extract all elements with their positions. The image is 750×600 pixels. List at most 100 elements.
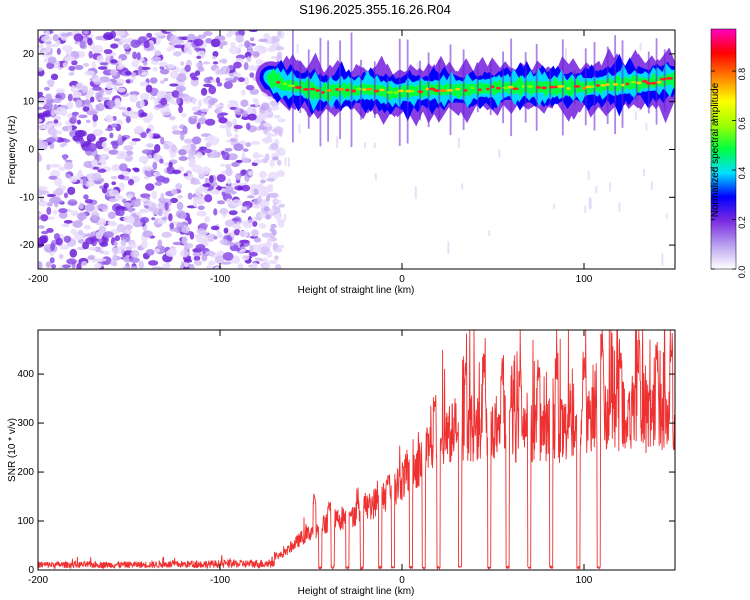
noise-blob (205, 250, 216, 257)
ridge-hotspot (345, 88, 350, 92)
noise-blob (166, 166, 172, 172)
noise-blob (118, 58, 123, 66)
noise-blob (240, 99, 249, 108)
noise-blob (239, 230, 249, 238)
noise-streak (373, 142, 376, 149)
ridge-hotspot (470, 86, 475, 90)
noise-streak (564, 47, 567, 61)
noise-blob (208, 175, 214, 184)
noise-blob (262, 122, 272, 127)
noise-streak (589, 198, 592, 209)
noise-blob (227, 100, 238, 104)
noise-blob (63, 138, 71, 143)
noise-blob (115, 30, 126, 37)
ridge-hotspot (536, 85, 541, 89)
noise-blob (55, 88, 65, 94)
noise-blob (85, 119, 91, 124)
noise-blob (56, 47, 61, 55)
colorbar-tick-label: 0.6 (737, 117, 747, 130)
noise-blob (41, 35, 52, 42)
noise-blob (198, 230, 208, 236)
ridge-hotspot (541, 86, 548, 90)
noise-blob (273, 126, 284, 135)
noise-streak (488, 230, 491, 236)
y-tick-label: 20 (23, 49, 35, 60)
noise-blob (58, 211, 68, 219)
noise-streak (298, 124, 301, 134)
noise-blob (92, 166, 100, 170)
noise-blob (239, 239, 250, 244)
noise-streak (595, 186, 598, 194)
noise-blob (47, 56, 57, 64)
x-tick-label: -200 (28, 575, 48, 586)
noise-blob (187, 192, 193, 200)
noise-blob (87, 37, 93, 46)
noise-blob (181, 145, 192, 151)
noise-blob (191, 106, 201, 112)
noise-blob (206, 264, 212, 269)
snr-axes: -200 -100 0 100 0 100 200 300 400 (17, 330, 675, 586)
noise-blob (231, 255, 241, 264)
ridge-hotspot (645, 81, 653, 85)
ridge-hotspot (621, 83, 625, 87)
noise-blob (140, 216, 150, 224)
ridge-hotspot (351, 89, 357, 93)
noise-blob (46, 44, 51, 53)
x-tick-label: -100 (210, 274, 230, 285)
noise-blob (148, 260, 159, 266)
noise-blob (91, 172, 102, 181)
noise-blob (146, 154, 153, 160)
noise-blob (160, 97, 168, 106)
noise-blob (220, 261, 231, 265)
noise-blob (130, 39, 141, 48)
noise-blob (222, 251, 234, 261)
noise-blob (111, 247, 122, 255)
noise-blob (143, 40, 150, 49)
ridge-hotspot (591, 85, 595, 88)
noise-blob (219, 43, 224, 50)
noise-blob (121, 170, 130, 176)
noise-blob (252, 98, 258, 103)
noise-blob (45, 261, 52, 268)
noise-blob (168, 161, 173, 168)
noise-blob (259, 109, 266, 115)
noise-blob (70, 210, 79, 217)
noise-blob (50, 73, 59, 81)
noise-blob (128, 216, 135, 225)
noise-blob (146, 143, 154, 148)
noise-blob (116, 223, 126, 233)
noise-streak (498, 149, 501, 158)
noise-blob (251, 229, 259, 237)
noise-blob (261, 232, 272, 238)
noise-blob (158, 91, 168, 96)
ridge-spike (524, 52, 527, 123)
noise-blob (208, 85, 217, 95)
noise-blob (59, 143, 65, 148)
ridge-spike (502, 51, 505, 124)
ridge-hotspot (656, 80, 662, 84)
noise-blob (45, 93, 53, 101)
ridge-hotspot (549, 85, 555, 89)
noise-blob (222, 185, 234, 193)
noise-blob (238, 43, 244, 48)
noise-blob (165, 30, 177, 33)
ridge-hotspot (495, 86, 501, 90)
noise-blob (53, 177, 63, 187)
noise-streak (416, 61, 419, 74)
noise-blob (82, 176, 87, 186)
noise-blob (248, 30, 259, 33)
noise-blob (200, 87, 208, 96)
noise-blob (141, 71, 149, 76)
noise-blob (138, 198, 149, 202)
noise-blob (262, 139, 273, 143)
signal-ridge (255, 30, 675, 147)
noise-blob (244, 40, 251, 49)
noise-blob (84, 233, 95, 238)
noise-blob (171, 169, 181, 175)
noise-blob (219, 239, 228, 245)
noise-blob (83, 224, 92, 230)
ridge-hotspot (625, 82, 630, 86)
noise-blob (218, 124, 229, 129)
noise-blob (43, 102, 54, 110)
noise-blob (197, 205, 205, 210)
